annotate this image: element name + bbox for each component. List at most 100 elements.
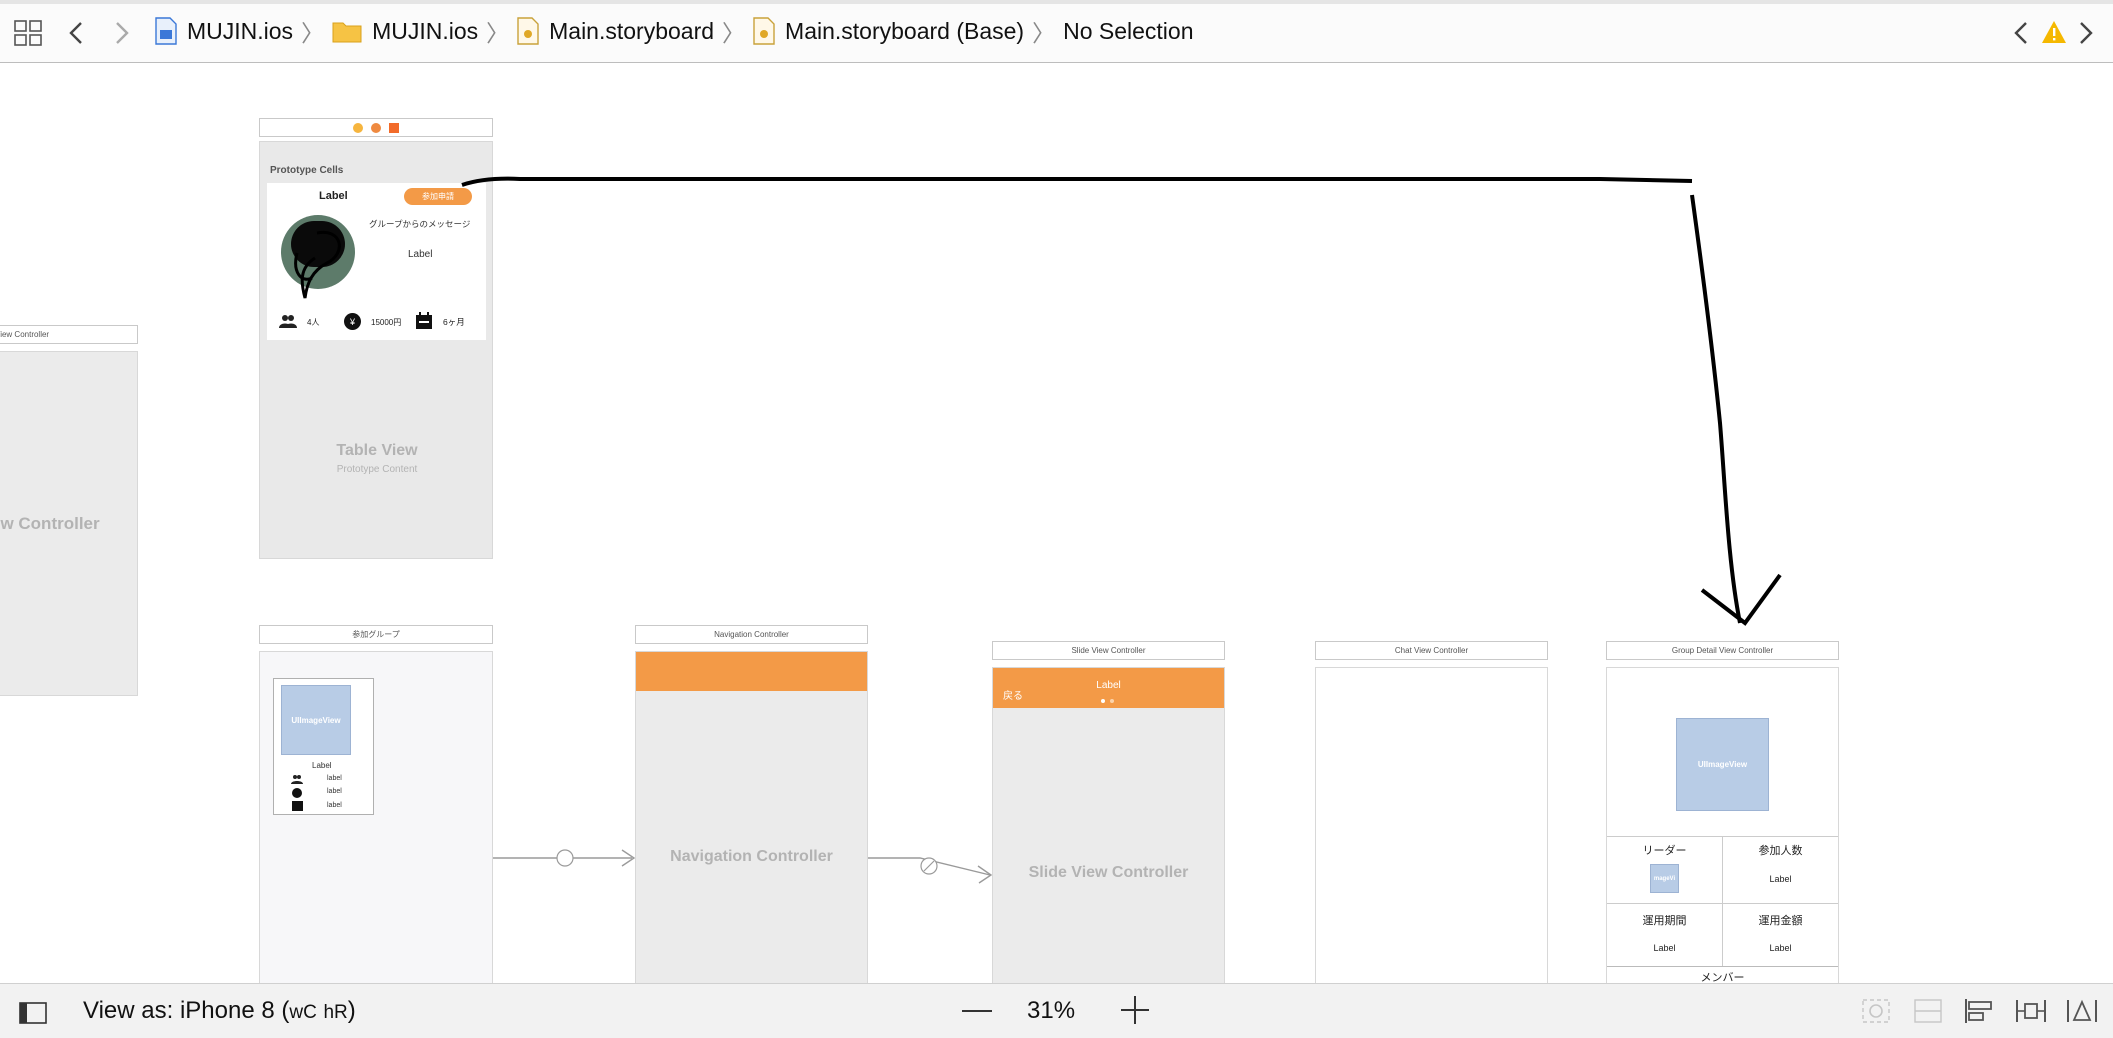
jump-bar: MUJIN.ios 〉 MUJIN.ios 〉 Main.storyboard …	[0, 0, 2113, 63]
update-frames-icon[interactable]	[1861, 998, 1891, 1024]
cell-title-label: Label	[319, 190, 348, 202]
group-detail-image-view: UIImageView	[1676, 718, 1769, 811]
amount-label: label	[327, 788, 342, 795]
prototype-cell[interactable]: Label 参加申請 グループからのメッセージ Label 4人 ¥ 15000…	[267, 183, 486, 340]
slide-placeholder: Slide View Controller	[1028, 864, 1189, 881]
calendar-icon	[416, 312, 432, 329]
project-file-icon	[155, 17, 177, 45]
scene-title-slide[interactable]: Slide View Controller	[992, 641, 1225, 660]
members-count: 4人	[307, 318, 320, 327]
join-request-button[interactable]: 参加申請	[404, 188, 472, 205]
resolve-issues-icon[interactable]	[2066, 998, 2098, 1024]
navigation-placeholder: Navigation Controller	[670, 848, 833, 865]
group-avatar	[281, 215, 355, 289]
grid-horizontal-divider	[1607, 903, 1838, 904]
scene-placeholder: ew Controller	[0, 514, 100, 533]
breadcrumb-storyboard[interactable]: Main.storyboard	[517, 17, 714, 45]
zoom-in-icon[interactable]	[1121, 996, 1149, 1024]
scene-title-chat[interactable]: Chat View Controller	[1315, 641, 1548, 660]
breadcrumb-separator: 〉	[1032, 20, 1056, 46]
page-control[interactable]	[1101, 699, 1117, 703]
group-message: グループからのメッセージ	[369, 219, 471, 229]
previous-issue-icon[interactable]	[2013, 21, 2029, 45]
message-label: Label	[408, 249, 433, 260]
storyboard-file-icon	[517, 17, 539, 45]
navigation-bar	[636, 652, 867, 691]
breadcrumb-folder[interactable]: MUJIN.ios	[332, 18, 478, 45]
zoom-out-icon[interactable]	[962, 1009, 992, 1013]
slide-nav-bar: 戻る Label	[993, 668, 1224, 708]
period-title: 運用期間	[1642, 915, 1687, 927]
back-icon[interactable]	[68, 21, 84, 45]
amount-title: 運用金額	[1758, 915, 1803, 927]
table-view-placeholder-sub: Prototype Content	[336, 464, 418, 475]
scene-chat-view-controller[interactable]	[1315, 667, 1548, 983]
yen-icon: ¥	[344, 313, 361, 330]
breadcrumb-project[interactable]: MUJIN.ios	[155, 17, 293, 45]
breadcrumb-separator: 〉	[301, 20, 325, 46]
embed-in-stack-icon[interactable]	[1913, 998, 1943, 1024]
breadcrumb: MUJIN.ios 〉 MUJIN.ios 〉 Main.storyboard …	[155, 0, 1194, 62]
member-section-label: メンバー	[1700, 972, 1745, 983]
zoom-level: 31%	[1027, 997, 1076, 1024]
scribble-mark	[294, 230, 341, 299]
storyboard-canvas[interactable]: View Controller ew Controller Prototype …	[0, 63, 2113, 983]
view-as-device[interactable]: View as: iPhone 8 (wC hR)	[83, 997, 356, 1024]
segue-connections	[461, 176, 1782, 884]
members-icon	[291, 775, 303, 784]
collection-cell[interactable]: UIImageView Label label label label	[273, 678, 374, 815]
scene-title-joined-groups[interactable]: 参加グループ	[259, 625, 493, 644]
scene-group-detail[interactable]: UIImageView リーダー mageVi 参加人数 Label 運用期間 …	[1606, 667, 1839, 983]
scene-title-left[interactable]: View Controller	[0, 325, 138, 344]
warning-icon[interactable]	[2041, 20, 2067, 44]
breadcrumb-storyboard-base[interactable]: Main.storyboard (Base)	[753, 17, 1024, 45]
related-items-icon[interactable]	[14, 20, 44, 46]
breadcrumb-separator: 〉	[486, 20, 510, 46]
exit-icon[interactable]	[389, 122, 399, 133]
breadcrumb-separator: 〉	[722, 20, 746, 46]
add-constraints-icon[interactable]	[2015, 998, 2047, 1024]
scene-left-partial[interactable]: ew Controller	[0, 351, 138, 696]
grid-vertical-divider	[1722, 837, 1723, 967]
scene-navigation-controller[interactable]: Navigation Controller	[635, 651, 868, 983]
members-label: label	[327, 775, 342, 782]
canvas-bottom-bar: View as: iPhone 8 (wC hR) 31%	[0, 983, 2113, 1038]
leader-title: リーダー	[1642, 845, 1687, 857]
prototype-cells-header: Prototype Cells	[270, 165, 344, 176]
forward-icon[interactable]	[114, 21, 130, 45]
folder-icon	[332, 22, 362, 43]
slide-title-label: Label	[1096, 680, 1121, 691]
group-image-view: UIImageView	[281, 685, 351, 755]
calendar-icon	[292, 801, 303, 811]
next-issue-icon[interactable]	[2078, 21, 2094, 45]
avatar-scribble	[291, 221, 345, 267]
grid-bottom-divider	[1607, 966, 1838, 967]
back-button[interactable]: 戻る	[1003, 691, 1023, 702]
storyboard-file-icon	[753, 17, 775, 45]
period-label: label	[327, 802, 342, 809]
toggle-document-outline-icon[interactable]	[19, 1002, 47, 1024]
scene-table-view[interactable]: Prototype Cells Label 参加申請 グループからのメッセージ …	[259, 141, 493, 559]
members-value: Label	[1769, 874, 1792, 884]
height-class: hR	[323, 1002, 348, 1023]
width-class: wC	[289, 1002, 317, 1023]
members-icon	[279, 315, 297, 328]
view-controller-icon[interactable]	[371, 122, 381, 133]
scene-slide-view-controller[interactable]: 戻る Label Slide View Controller	[992, 667, 1225, 983]
first-responder-icon[interactable]	[353, 122, 363, 133]
scene-title-navigation[interactable]: Navigation Controller	[635, 625, 868, 644]
scene-dock-table[interactable]	[259, 118, 493, 137]
align-icon[interactable]	[1964, 998, 1994, 1024]
amount-value: 15000円	[371, 318, 402, 327]
page-dot	[1110, 699, 1114, 703]
info-grid: リーダー mageVi 参加人数 Label 運用期間 Label 運用金額 L…	[1607, 836, 1838, 967]
amount-value: Label	[1769, 943, 1792, 953]
scene-joined-groups[interactable]: UIImageView Label label label label	[259, 651, 493, 983]
members-title: 参加人数	[1758, 845, 1803, 857]
table-view-placeholder: Table View	[336, 442, 418, 459]
page-dot-active	[1101, 699, 1105, 703]
period-value: Label	[1653, 943, 1676, 953]
group-name-label: Label	[312, 761, 332, 770]
scene-title-group-detail[interactable]: Group Detail View Controller	[1606, 641, 1839, 660]
breadcrumb-selection[interactable]: No Selection	[1063, 17, 1194, 44]
